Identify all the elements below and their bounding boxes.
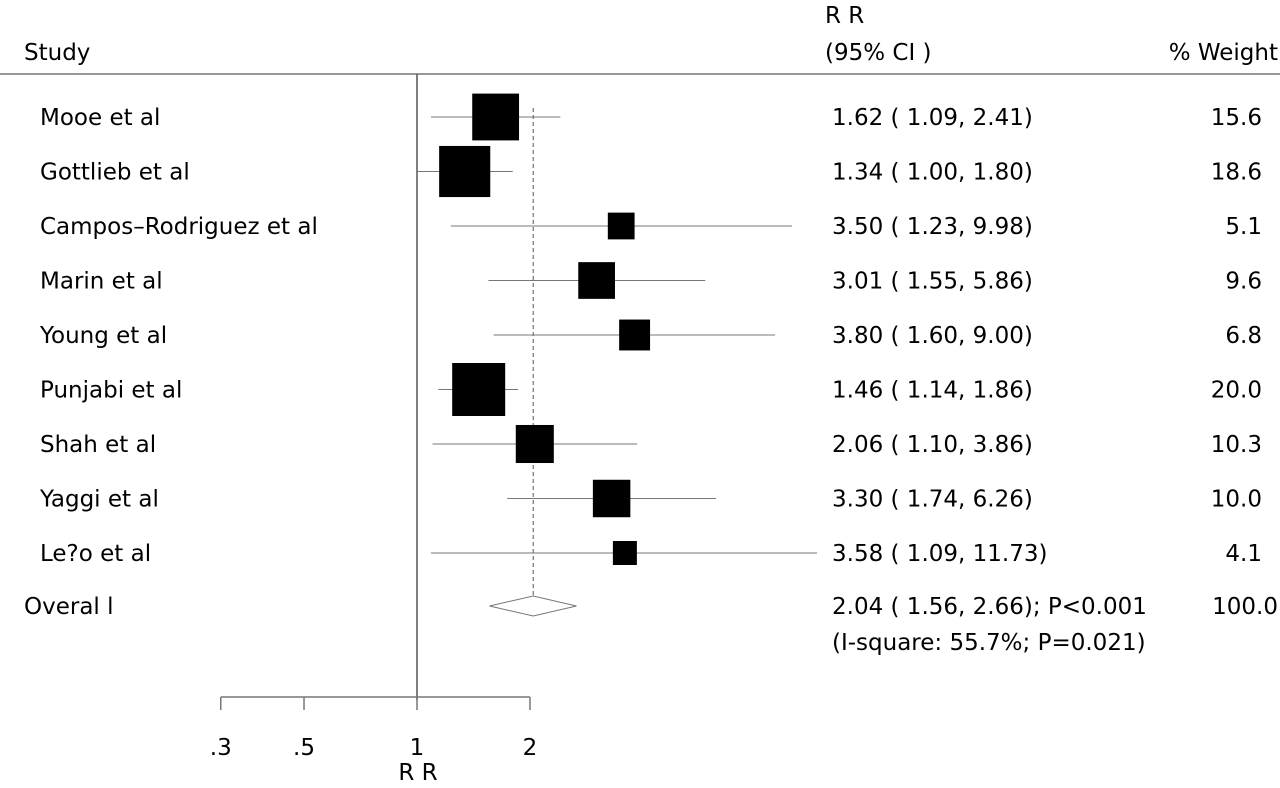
- study-name: Gottlieb et al: [40, 160, 190, 186]
- study-box: [619, 319, 651, 351]
- study-rr-ci: 3.80 ( 1.60, 9.00): [832, 323, 1033, 349]
- study-weight: 18.6: [1211, 160, 1262, 186]
- overall-name: Overal l: [24, 594, 114, 620]
- study-name: Young et al: [39, 323, 167, 349]
- study-rr-ci: 1.34 ( 1.00, 1.80): [832, 160, 1033, 186]
- study-name: Marin et al: [40, 269, 163, 295]
- study-rr-ci: 3.58 ( 1.09, 11.73): [832, 541, 1047, 567]
- study-rr-ci: 1.62 ( 1.09, 2.41): [832, 105, 1033, 131]
- x-tick-label: 1: [410, 735, 425, 761]
- study-name: Punjabi et al: [40, 378, 182, 404]
- study-name: Shah et al: [40, 432, 156, 458]
- study-name: Yaggi et al: [39, 487, 159, 513]
- study-weight: 10.3: [1211, 432, 1262, 458]
- study-box: [607, 212, 635, 240]
- header-weight: % Weight: [1169, 40, 1278, 66]
- study-weight: 9.6: [1225, 269, 1262, 295]
- study-weight: 10.0: [1211, 487, 1262, 513]
- overall-heterogeneity: (I-square: 55.7%; P=0.021): [832, 630, 1146, 656]
- header-ci: (95% CI ): [825, 40, 932, 66]
- header-study: Study: [24, 40, 90, 66]
- study-rr-ci: 3.30 ( 1.74, 6.26): [832, 487, 1033, 513]
- study-name: Le?o et al: [40, 541, 151, 567]
- study-rr-ci: 1.46 ( 1.14, 1.86): [832, 378, 1033, 404]
- overall-rr-ci: 2.04 ( 1.56, 2.66); P<0.001: [832, 594, 1147, 620]
- study-name: Mooe et al: [40, 105, 160, 131]
- study-box: [592, 479, 631, 518]
- x-tick-label: 2: [523, 735, 538, 761]
- study-box: [515, 424, 554, 464]
- study-rr-ci: 2.06 ( 1.10, 3.86): [832, 432, 1033, 458]
- study-box: [439, 145, 491, 198]
- study-rr-ci: 3.01 ( 1.55, 5.86): [832, 269, 1033, 295]
- x-tick-label: .5: [293, 735, 315, 761]
- study-box: [578, 262, 615, 299]
- study-box: [472, 93, 520, 141]
- study-weight: 5.1: [1225, 214, 1262, 240]
- x-tick-label: .3: [210, 735, 232, 761]
- study-weight: 6.8: [1225, 323, 1262, 349]
- study-box: [612, 541, 637, 565]
- study-weight: 20.0: [1211, 378, 1262, 404]
- header-rr: R R: [825, 3, 864, 29]
- study-weight: 4.1: [1225, 541, 1262, 567]
- study-rr-ci: 3.50 ( 1.23, 9.98): [832, 214, 1033, 240]
- study-weight: 15.6: [1211, 105, 1262, 131]
- study-name: Campos–Rodriguez et al: [40, 214, 318, 240]
- study-box: [452, 363, 506, 416]
- x-axis-label: R R: [398, 760, 437, 786]
- overall-diamond: [489, 595, 577, 617]
- overall-weight: 100.0: [1212, 594, 1278, 620]
